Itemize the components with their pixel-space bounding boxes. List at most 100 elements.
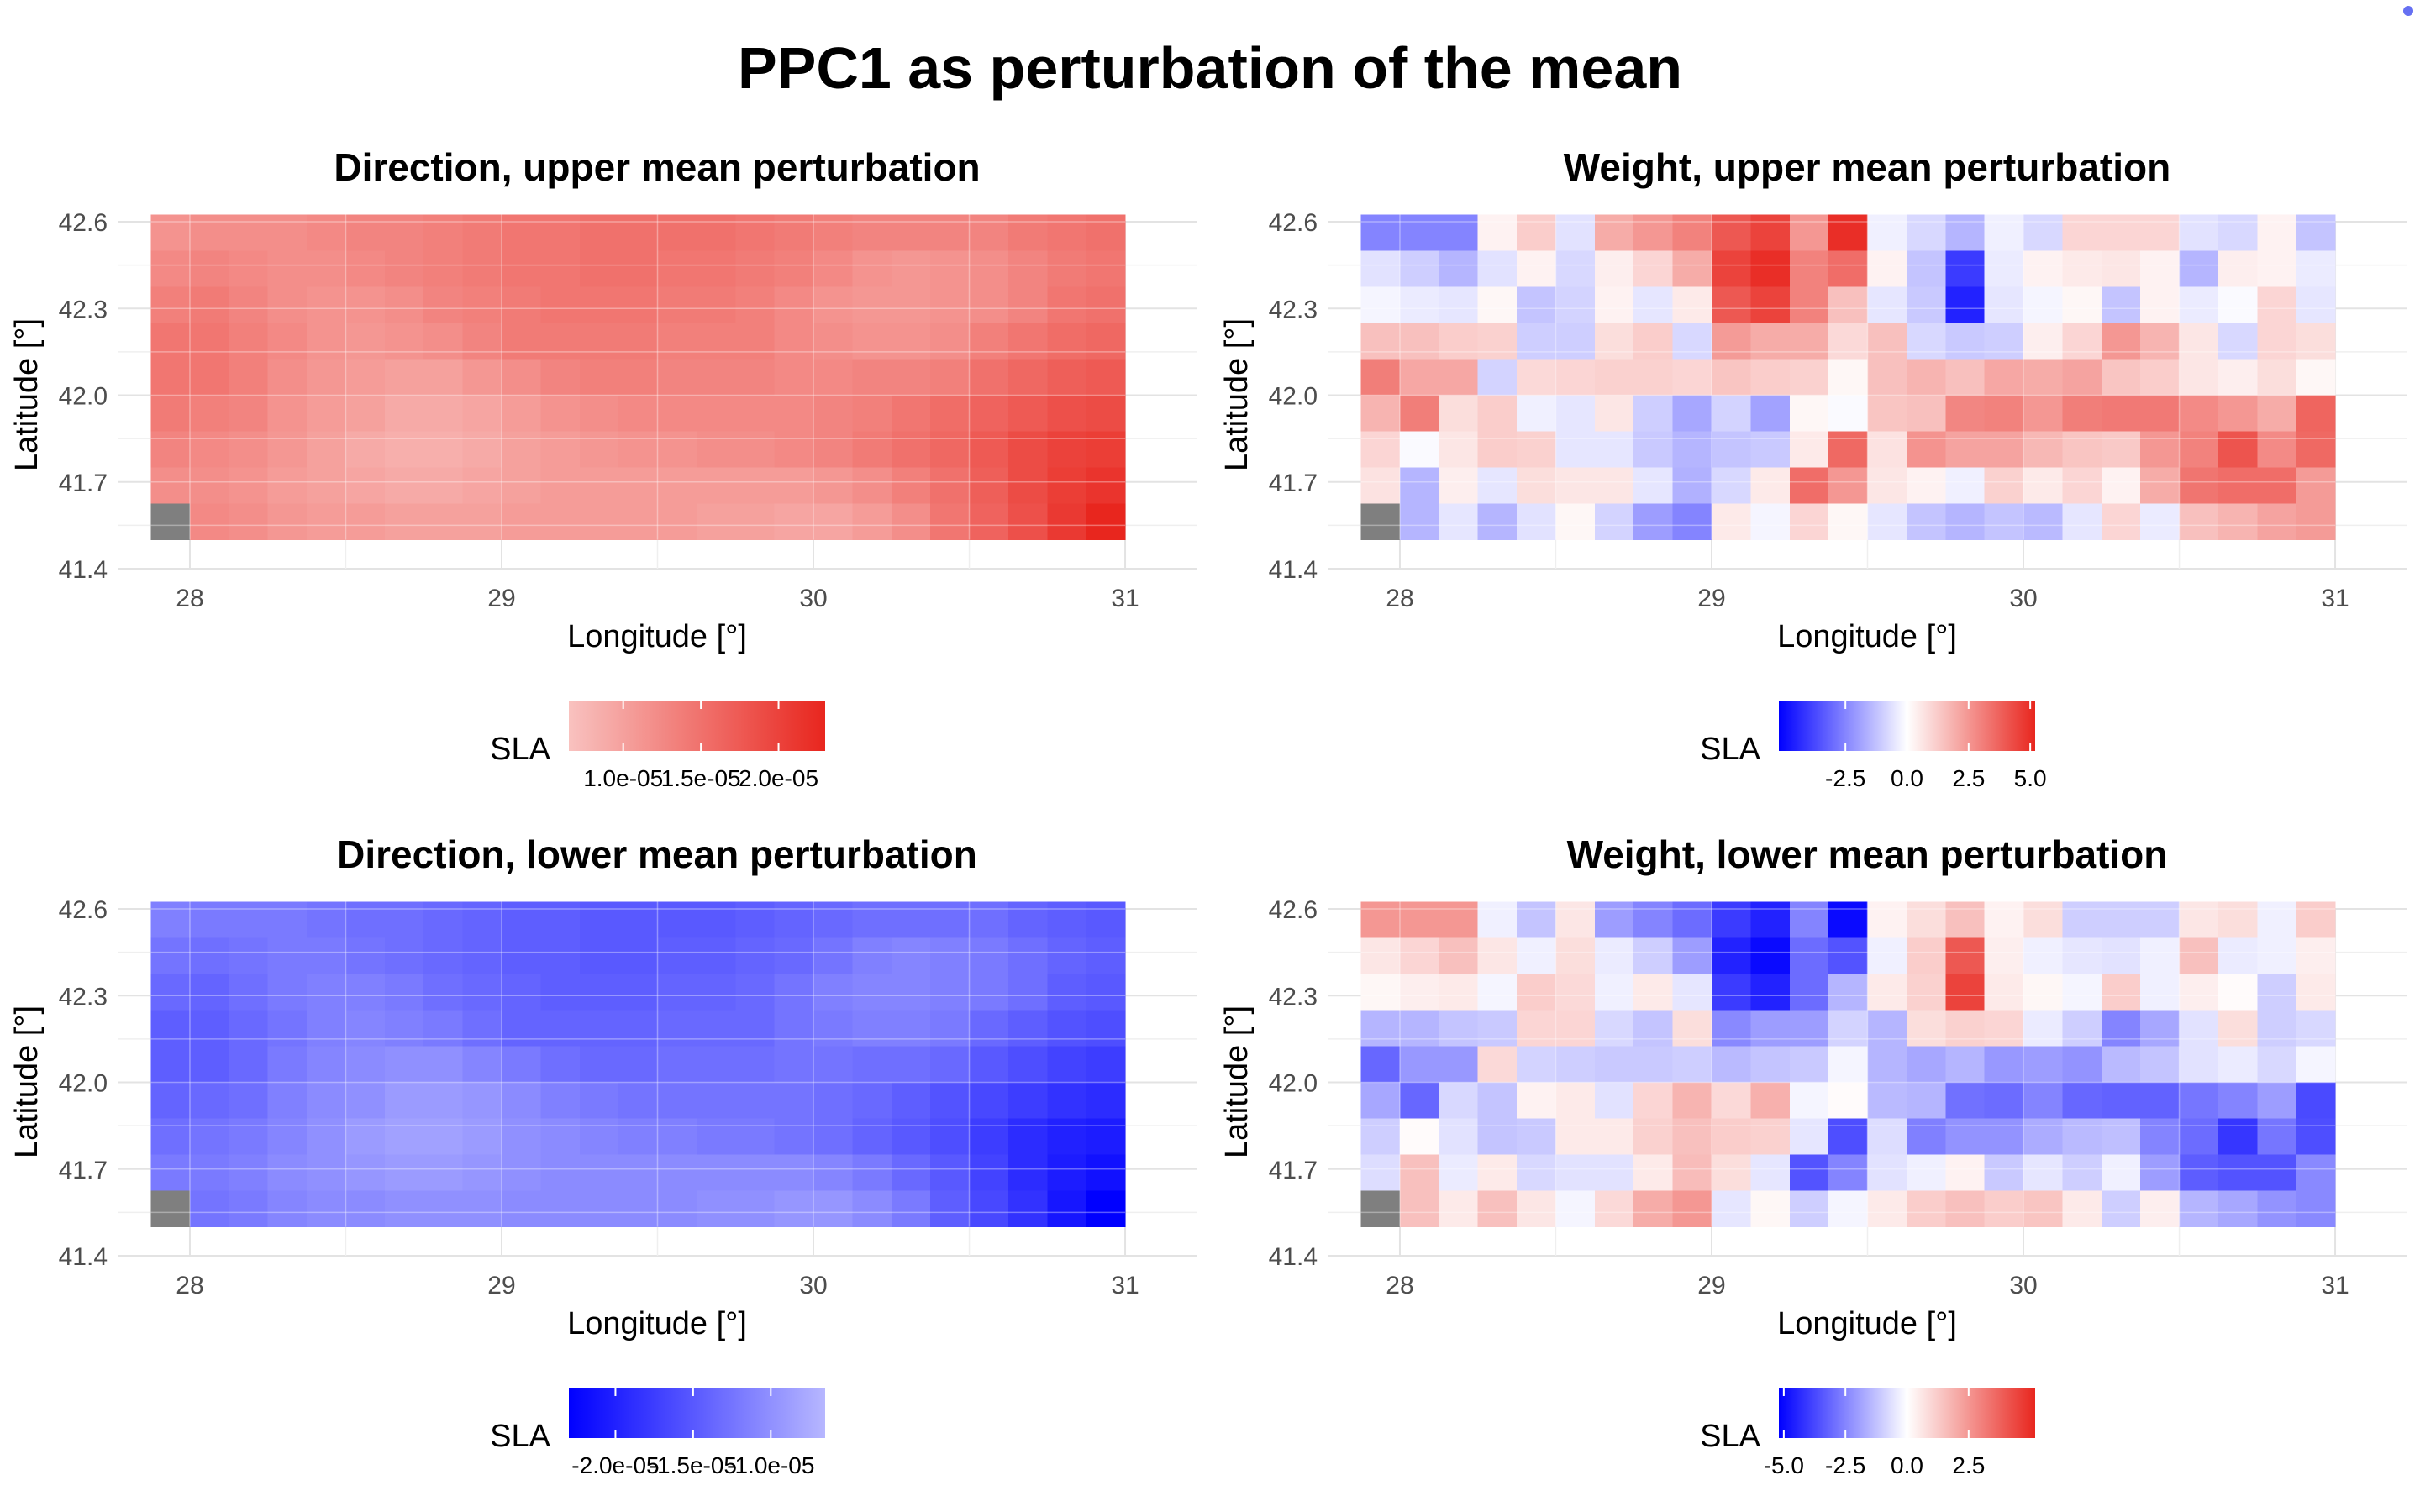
heatmap-cell — [1945, 1118, 1986, 1156]
heatmap-cell — [1828, 250, 1869, 288]
heatmap-cell — [1517, 431, 1557, 469]
heatmap-cell — [2062, 395, 2102, 433]
heatmap-cell — [2257, 214, 2297, 252]
heatmap-cell — [540, 974, 581, 1011]
heatmap-cell — [267, 1190, 308, 1228]
y-tick-label: 42.0 — [1269, 383, 1318, 411]
panel-title: Direction, lower mean perturbation — [337, 832, 977, 876]
heatmap-cell — [852, 1010, 892, 1047]
heatmap-panel: Direction, lower mean perturbation 41.4 41… — [9, 832, 1197, 1478]
heatmap-cell — [813, 901, 853, 939]
heatmap-cell — [735, 901, 776, 939]
heatmap-cell — [735, 1010, 776, 1047]
heatmap-cell — [618, 323, 659, 360]
heatmap-cell — [579, 1010, 619, 1047]
heatmap-cell — [1594, 974, 1634, 1011]
heatmap-cell — [1672, 1046, 1712, 1084]
heatmap-cell — [930, 1046, 971, 1084]
y-tick-label: 42.6 — [59, 209, 108, 237]
heatmap-cell — [2217, 1082, 2258, 1120]
heatmap-cell — [267, 901, 308, 939]
heatmap-cell — [189, 431, 229, 469]
heatmap-cell — [307, 1190, 347, 1228]
heatmap-cell — [579, 431, 619, 469]
heatmap-cell — [2140, 395, 2181, 433]
heatmap-cell — [1477, 431, 1518, 469]
heatmap-cell — [1867, 1190, 1907, 1228]
heatmap-cell — [307, 214, 347, 252]
heatmap-cell — [424, 395, 464, 433]
heatmap-cell — [1828, 1154, 1869, 1192]
heatmap-cell — [229, 1082, 269, 1120]
heatmap-cell — [2140, 1082, 2181, 1120]
heatmap-cell — [1399, 323, 1439, 360]
heatmap-cell — [1555, 1010, 1596, 1047]
heatmap-cell — [267, 323, 308, 360]
heatmap-cell — [696, 250, 736, 288]
heatmap-cell — [852, 395, 892, 433]
heatmap-cell — [1047, 1046, 1087, 1084]
heatmap-cell — [930, 214, 971, 252]
heatmap-cell — [345, 503, 386, 541]
heatmap-cell — [1594, 323, 1634, 360]
heatmap-cell — [891, 1118, 931, 1156]
heatmap-cell — [501, 286, 541, 324]
heatmap-cell — [2217, 359, 2258, 396]
heatmap-cell — [735, 359, 776, 396]
heatmap-cell — [189, 937, 229, 975]
heatmap-cell — [2023, 1082, 2063, 1120]
heatmap-cell — [1711, 1010, 1751, 1047]
x-tick-label: 30 — [799, 585, 827, 612]
heatmap-cell — [1594, 901, 1634, 939]
heatmap-cell — [657, 1010, 697, 1047]
heatmap-cell — [2062, 431, 2102, 469]
heatmap-cell — [501, 359, 541, 396]
heatmap-cell — [813, 359, 853, 396]
heatmap-cell — [150, 214, 191, 252]
legend-title: SLA — [1700, 732, 1760, 767]
heatmap-cell — [969, 359, 1009, 396]
heatmap-cell — [345, 323, 386, 360]
heatmap-cell — [774, 467, 814, 505]
heatmap-cell — [150, 937, 191, 975]
heatmap-cell — [1750, 974, 1791, 1011]
heatmap-cell — [2062, 937, 2102, 975]
heatmap-cell — [2217, 1010, 2258, 1047]
heatmap-cell — [735, 1046, 776, 1084]
heatmap-cell — [1007, 395, 1048, 433]
heatmap-cell — [1906, 286, 1946, 324]
heatmap-cell — [930, 323, 971, 360]
heatmap-cell — [2179, 286, 2219, 324]
heatmap-cell — [1828, 503, 1869, 541]
heatmap-cell — [462, 1154, 502, 1192]
heatmap-cell — [540, 1046, 581, 1084]
heatmap-cell — [579, 1154, 619, 1192]
heatmap-cell — [618, 1010, 659, 1047]
heatmap-cell — [1007, 901, 1048, 939]
heatmap-cell — [1906, 395, 1946, 433]
heatmap-cell — [696, 901, 736, 939]
panels-container: Direction, upper mean perturbation 41.4 41… — [9, 145, 2407, 1478]
heatmap-cell — [307, 1046, 347, 1084]
heatmap-cell — [267, 250, 308, 288]
legend-tick-label: 1.0e-05 — [583, 765, 663, 791]
heatmap-cell — [2257, 937, 2297, 975]
heatmap-cell — [1828, 431, 1869, 469]
heatmap-cell — [696, 1190, 736, 1228]
heatmap-cell — [1984, 395, 2024, 433]
heatmap-cell — [774, 1010, 814, 1047]
heatmap-cell — [345, 1118, 386, 1156]
heatmap-cell — [307, 974, 347, 1011]
heatmap-cell — [813, 503, 853, 541]
heatmap-cell — [424, 1046, 464, 1084]
heatmap-cell — [735, 1154, 776, 1192]
heatmap-cell — [1867, 937, 1907, 975]
y-tick-label: 42.0 — [59, 1070, 108, 1098]
heatmap-cell — [2101, 214, 2141, 252]
heatmap-cell — [345, 1010, 386, 1047]
heatmap-cell — [1047, 937, 1087, 975]
heatmap-cell — [189, 1010, 229, 1047]
heatmap-cell — [462, 1190, 502, 1228]
heatmap-cell — [1867, 214, 1907, 252]
legend-tick-label: -1.0e-05 — [727, 1452, 814, 1478]
